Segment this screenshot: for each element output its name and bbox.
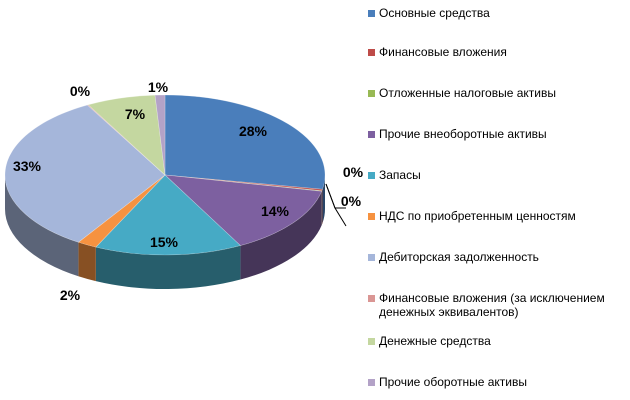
legend-swatch — [368, 172, 375, 179]
pie-slice-6 — [4, 104, 166, 243]
pie-slice-0 — [164, 94, 326, 190]
legend-swatch — [368, 49, 375, 56]
data-label-0: 28% — [239, 123, 268, 139]
pie-slice-5 — [77, 174, 166, 248]
legend-label: Финансовые вложения (за исключением дене… — [379, 291, 605, 319]
data-label-9: 1% — [148, 79, 169, 95]
pie-side-4 — [95, 245, 241, 289]
legend-label: Отложенные налоговые активы — [379, 86, 556, 100]
data-label-1: 0% — [343, 164, 364, 180]
pie-side-5 — [78, 242, 96, 282]
legend-swatch — [368, 379, 375, 386]
pie-slice-4 — [95, 174, 242, 256]
data-label-6: 33% — [13, 158, 42, 174]
data-label-8: 7% — [125, 106, 146, 122]
pie-slice-8 — [87, 94, 166, 176]
legend-label: Прочие внеоборотные активы — [379, 127, 547, 141]
pie-chart: 28% 0% 0% 14% 15% 2% 33% 0% 7%1% — [4, 79, 364, 303]
pie-slice-9 — [154, 94, 166, 176]
legend-swatch — [368, 213, 375, 220]
pie-side-6 — [5, 175, 79, 277]
leader-line-2 — [325, 183, 347, 227]
legend-label: Дебиторская задолженность — [379, 250, 539, 264]
legend-label: Основные средства — [379, 6, 490, 20]
legend-label: НДС по приобретенным ценностям — [379, 209, 576, 223]
legend-label: Денежные средства — [379, 334, 491, 348]
legend-label: Финансовые вложения — [379, 45, 507, 59]
legend-swatch — [368, 338, 375, 345]
legend-swatch — [368, 90, 375, 97]
data-label-4: 15% — [150, 234, 179, 250]
pie-side-1 — [321, 189, 323, 225]
pie-side-3 — [240, 191, 322, 280]
pie-slice-7 — [86, 104, 166, 176]
pie-slice-2 — [164, 174, 323, 192]
pie-side-0 — [322, 175, 325, 224]
pie-slice-1 — [164, 174, 323, 192]
legend-label: Прочие оборотные активы — [379, 375, 527, 389]
data-label-7: 0% — [70, 83, 91, 99]
legend-swatch — [368, 295, 375, 302]
data-label-5: 2% — [60, 287, 81, 303]
legend-swatch — [368, 131, 375, 138]
data-label-2: 0% — [341, 193, 362, 209]
legend-swatch — [368, 254, 375, 261]
pie-slice-3 — [164, 174, 323, 246]
data-label-3: 14% — [261, 203, 290, 219]
legend-label: Запасы — [379, 168, 421, 182]
legend-swatch — [368, 10, 375, 17]
